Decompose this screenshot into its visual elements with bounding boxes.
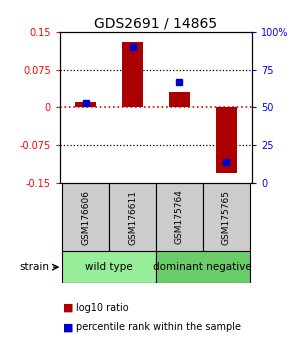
Text: GSM176606: GSM176606: [81, 189, 90, 245]
Title: GDS2691 / 14865: GDS2691 / 14865: [94, 17, 218, 31]
Bar: [216, 108, 237, 173]
Bar: [169, 92, 190, 108]
Text: GSM176611: GSM176611: [128, 189, 137, 245]
Text: GSM175765: GSM175765: [222, 189, 231, 245]
Bar: [62, 183, 109, 251]
Text: ■: ■: [63, 322, 74, 332]
Bar: [109, 183, 156, 251]
Text: dominant negative: dominant negative: [154, 262, 252, 272]
Bar: [203, 183, 250, 251]
Bar: [62, 251, 156, 283]
Text: wild type: wild type: [85, 262, 133, 272]
Bar: [122, 42, 143, 108]
Text: log10 ratio: log10 ratio: [76, 303, 129, 313]
Bar: [156, 183, 203, 251]
Text: GSM175764: GSM175764: [175, 190, 184, 245]
Bar: [156, 251, 250, 283]
Text: ■: ■: [63, 303, 74, 313]
Bar: [75, 102, 96, 108]
Text: percentile rank within the sample: percentile rank within the sample: [76, 322, 242, 332]
Text: strain: strain: [19, 262, 49, 272]
